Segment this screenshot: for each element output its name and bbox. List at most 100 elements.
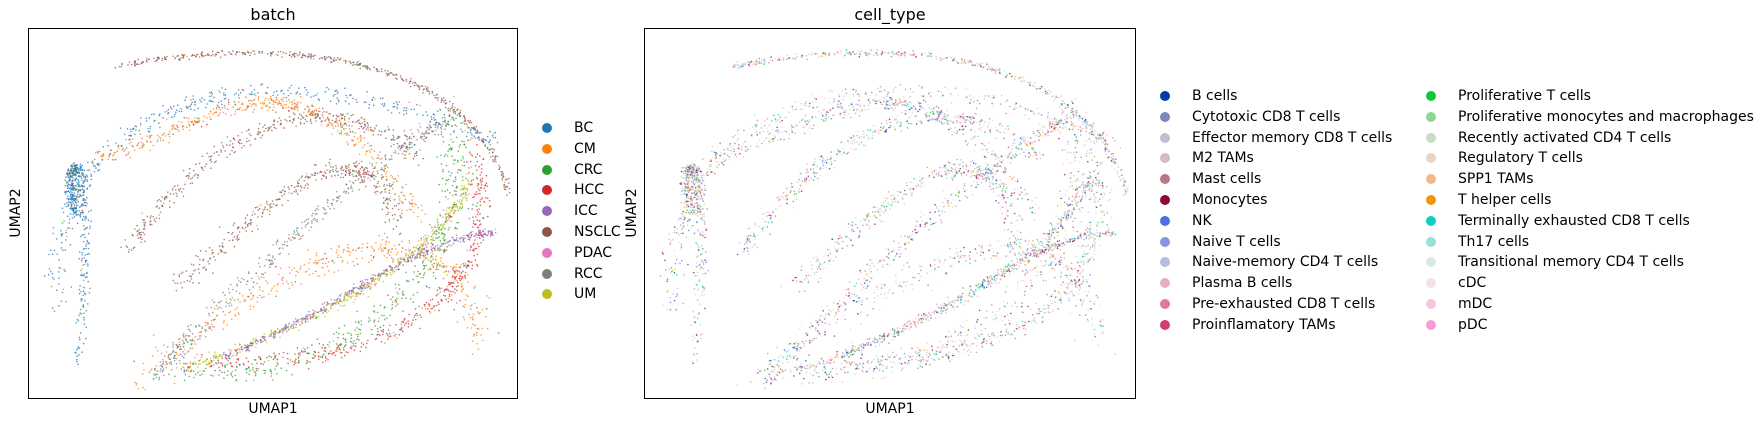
- scatter-point: [89, 184, 92, 186]
- scatter-point: [393, 244, 396, 247]
- scatter-point: [209, 362, 212, 364]
- scatter-point: [387, 207, 389, 210]
- scatter-point: [61, 207, 64, 209]
- scatter-point: [380, 168, 382, 171]
- scatter-point: [378, 70, 380, 73]
- scatter-point: [180, 368, 183, 370]
- scatter-point: [380, 250, 383, 252]
- scatter-point: [383, 104, 386, 106]
- scatter-point: [301, 175, 304, 177]
- scatter-point: [68, 227, 71, 230]
- scatter-point: [383, 167, 386, 170]
- scatter-point: [478, 139, 481, 141]
- scatter-point: [295, 52, 297, 55]
- scatter-point: [397, 152, 400, 155]
- scatter-point: [404, 134, 406, 136]
- scatter-point: [199, 337, 201, 340]
- scatter-point: [378, 185, 381, 188]
- scatter-point: [209, 116, 211, 118]
- scatter-point: [478, 189, 481, 192]
- scatter-point: [439, 291, 442, 293]
- scatter-point: [345, 294, 348, 296]
- scatter-point: [339, 125, 342, 128]
- scatter-point: [409, 249, 411, 251]
- scatter-point: [367, 339, 369, 342]
- scatter-point: [442, 226, 444, 229]
- scatter-point: [366, 342, 368, 345]
- scatter-point: [79, 214, 81, 217]
- scatter-point: [255, 373, 257, 375]
- scatter-point: [131, 138, 134, 140]
- scatter-point: [213, 161, 216, 164]
- scatter-point: [465, 266, 468, 269]
- scatter-point: [460, 122, 462, 124]
- scatter-point: [299, 101, 302, 104]
- scatter-point: [86, 271, 88, 274]
- scatter-point: [357, 137, 359, 140]
- scatter-point: [80, 195, 83, 197]
- scatter-point: [290, 92, 292, 95]
- scatter-point: [148, 117, 151, 119]
- scatter-point: [364, 171, 366, 173]
- scatter-point: [479, 213, 481, 215]
- scatter-point: [137, 58, 140, 61]
- scatter-point: [136, 224, 138, 227]
- scatter-point: [269, 263, 271, 266]
- scatter-point: [336, 92, 339, 95]
- scatter-point: [321, 347, 323, 349]
- scatter-point: [367, 320, 370, 323]
- scatter-point: [178, 275, 181, 278]
- scatter-point: [226, 156, 228, 158]
- scatter-point: [383, 255, 386, 257]
- scatter-point: [272, 244, 274, 246]
- scatter-point: [150, 215, 152, 217]
- scatter-point: [350, 337, 353, 339]
- scatter-point: [296, 54, 299, 57]
- scatter-point: [448, 283, 450, 286]
- scatter-point: [405, 78, 408, 81]
- scatter-point: [408, 82, 411, 85]
- scatter-point: [330, 57, 333, 60]
- scatter-point: [455, 185, 458, 188]
- scatter-point: [140, 117, 142, 119]
- scatter-point: [359, 280, 362, 283]
- scatter-point: [64, 270, 66, 273]
- scatter-point: [444, 270, 447, 272]
- scatter-point: [384, 199, 387, 202]
- scatter-point: [356, 61, 359, 64]
- scatter-point: [268, 335, 270, 338]
- scatter-point: [369, 179, 372, 182]
- scatter-point: [292, 233, 295, 235]
- scatter-point: [289, 327, 292, 329]
- scatter-point: [306, 222, 309, 225]
- scatter-point: [258, 52, 261, 54]
- scatter-point: [414, 256, 417, 258]
- scatter-point: [269, 266, 271, 268]
- scatter-point: [194, 343, 197, 345]
- scatter-point: [457, 240, 459, 242]
- scatter-point: [225, 354, 228, 357]
- scatter-point: [410, 108, 413, 111]
- scatter-point: [126, 128, 129, 130]
- scatter-point: [424, 85, 427, 88]
- scatter-point: [436, 110, 439, 112]
- scatter-point: [243, 278, 245, 281]
- scatter-point: [427, 89, 429, 92]
- scatter-point: [268, 210, 271, 212]
- scatter-point: [358, 322, 360, 324]
- scatter-point: [397, 292, 399, 295]
- scatter-point: [367, 284, 369, 286]
- scatter-point: [214, 369, 216, 372]
- scatter-point: [321, 266, 324, 269]
- scatter-point: [162, 202, 165, 204]
- scatter-point: [373, 174, 375, 177]
- scatter-point: [221, 107, 224, 109]
- scatter-point: [187, 335, 190, 337]
- scatter-point: [473, 250, 475, 252]
- scatter-point: [85, 215, 87, 218]
- scatter-point: [234, 343, 236, 346]
- scatter-point: [381, 174, 383, 176]
- scatter-point: [261, 50, 263, 53]
- scatter-point: [388, 192, 391, 194]
- scatter-point: [220, 149, 222, 151]
